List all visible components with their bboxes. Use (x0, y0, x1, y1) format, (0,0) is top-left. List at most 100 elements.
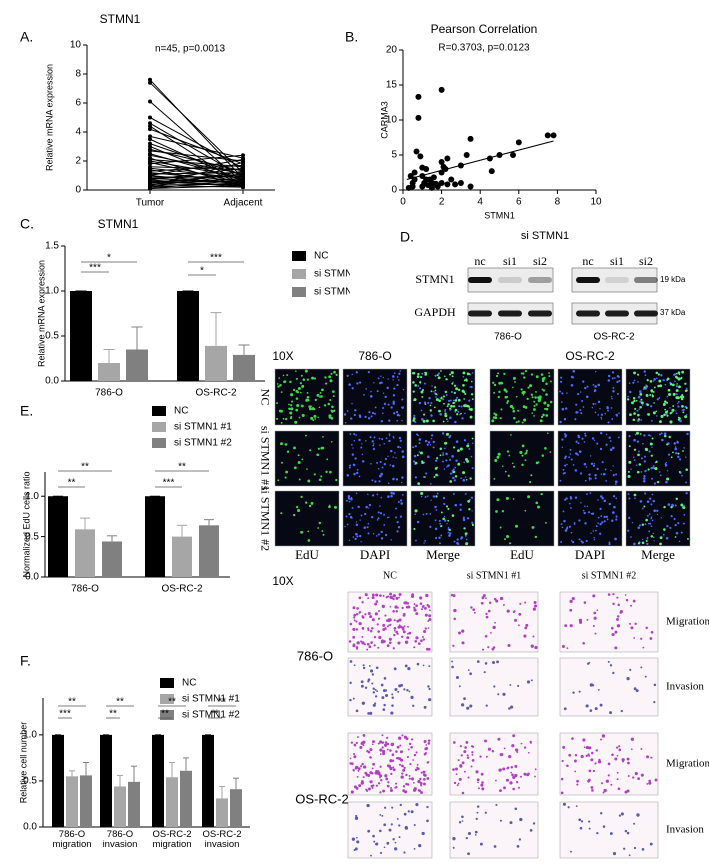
cell-dot (566, 463, 568, 466)
cell-dot (491, 647, 495, 651)
cell-dot (541, 454, 545, 457)
cell-dot (352, 536, 355, 538)
cell-dot (391, 806, 394, 809)
cell-dot (419, 451, 423, 455)
cell-dot (367, 417, 371, 420)
cell-dot (594, 385, 597, 388)
cell-dot (485, 755, 488, 758)
cell-dot (358, 381, 362, 384)
cell-dot (602, 472, 606, 476)
cell-dot (467, 669, 470, 672)
cell-dot (356, 736, 359, 738)
cell-dot (356, 535, 359, 538)
cell-dot (542, 413, 545, 417)
cell-dot (525, 451, 528, 454)
cell-dot (570, 384, 574, 387)
cell-dot (459, 745, 462, 748)
cell-dot (402, 768, 406, 772)
legend-swatch (152, 406, 166, 416)
cell-dot (628, 497, 631, 500)
blot-band (605, 310, 629, 317)
cell-dot (427, 761, 430, 763)
cell-dot (545, 407, 549, 411)
cell-dot (414, 445, 417, 448)
cell-dot (569, 495, 572, 498)
cell-dot (443, 468, 446, 470)
cell-dot (580, 540, 583, 543)
cell-dot (307, 530, 310, 533)
cell-line-label: OS-RC-2 (565, 349, 615, 363)
cell-dot (422, 513, 425, 516)
cell-dot (422, 770, 426, 774)
cell-dot (381, 438, 384, 441)
cell-dot (356, 468, 359, 471)
cell-dot (416, 454, 419, 457)
cell-dot (639, 400, 642, 403)
cell-dot (377, 511, 380, 514)
cell-dot (460, 412, 462, 415)
cell-dot (663, 434, 667, 438)
cell-dot (399, 499, 403, 502)
cell-dot (671, 503, 674, 507)
cell-dot (629, 668, 632, 671)
cell-dot (596, 609, 599, 612)
cell-dot (684, 389, 688, 393)
cell-dot (681, 370, 685, 374)
cell-dot (656, 415, 658, 417)
cell-dot (435, 495, 438, 498)
cell-dot (372, 834, 375, 838)
cell-dot (618, 748, 622, 752)
cell-dot (630, 626, 634, 630)
cell-dot (290, 407, 294, 411)
cell-dot (362, 734, 366, 737)
cell-dot (423, 542, 425, 544)
cell-dot (640, 398, 643, 401)
cell-dot (483, 671, 486, 674)
cell-dot (610, 626, 614, 630)
cell-dot (434, 389, 437, 392)
cell-dot (509, 821, 513, 825)
cell-dot (384, 774, 388, 778)
cell-dot (653, 509, 657, 513)
cell-dot (463, 750, 467, 754)
cell-dot (343, 413, 347, 416)
cell-dot (387, 495, 390, 498)
cell-dot (548, 375, 551, 378)
cell-dot (576, 783, 579, 786)
cell-dot (646, 542, 649, 545)
cell-dot (396, 818, 399, 820)
cell-dot (400, 481, 403, 484)
cell-dot (642, 442, 644, 445)
bar (98, 363, 120, 381)
cell-dot (350, 741, 354, 744)
cell-dot (392, 597, 395, 601)
cell-dot (640, 471, 643, 473)
cell-dot (675, 410, 677, 412)
cell-dot (516, 845, 520, 848)
cell-dot (618, 412, 620, 414)
cell-dot (447, 519, 450, 522)
y-tick-label: 2 (75, 156, 81, 167)
bar (180, 770, 192, 827)
cell-dot (612, 495, 616, 498)
cell-dot (597, 516, 600, 519)
blot-band (634, 310, 658, 317)
cell-dot (306, 391, 309, 394)
cell-dot (611, 397, 613, 400)
cell-dot (433, 475, 436, 479)
cell-dot (347, 497, 351, 500)
cell-dot (429, 409, 433, 412)
cell-dot (508, 707, 511, 710)
cell-dot (510, 771, 512, 774)
pair-point (241, 163, 245, 168)
cell-dot (436, 457, 439, 460)
cell-dot (666, 524, 669, 528)
x-tick-label: OS-RC-2 invasion (202, 830, 242, 850)
cell-dot (396, 376, 399, 378)
cell-dot (472, 608, 476, 612)
cell-dot (651, 477, 654, 480)
cell-dot (600, 738, 602, 741)
cell-dot (401, 764, 404, 768)
cell-dot (595, 749, 598, 752)
cell-dot (643, 475, 646, 478)
